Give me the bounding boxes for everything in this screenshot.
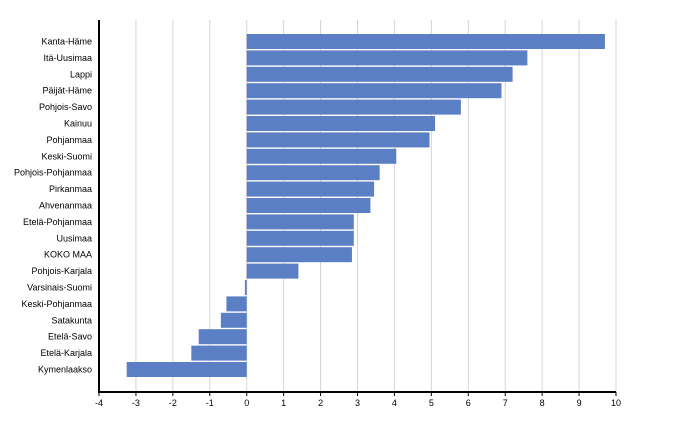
bar <box>244 280 247 295</box>
bar <box>246 198 371 213</box>
bar <box>246 83 502 99</box>
bar <box>226 296 247 312</box>
bar <box>220 312 247 328</box>
x-ticks: -4 -3 -2 -1 0 1 2 3 4 5 6 7 8 9 10 <box>95 392 621 408</box>
category-label: Kanta-Häme <box>41 37 92 47</box>
category-label: Satakunta <box>51 315 92 325</box>
x-tick-label: 7 <box>503 398 508 408</box>
bar <box>246 165 380 181</box>
bars <box>126 34 605 377</box>
x-tick-label: 2 <box>318 398 323 408</box>
bar <box>246 116 436 131</box>
x-tick-label: -2 <box>169 398 177 408</box>
bar <box>246 263 299 279</box>
x-tick-label: 4 <box>392 398 397 408</box>
bar <box>246 230 354 246</box>
category-label: Pohjois-Karjala <box>31 266 92 276</box>
bar <box>246 66 513 82</box>
category-label: Pohjois-Pohjanmaa <box>14 168 92 178</box>
category-label: Keski-Pohjanmaa <box>21 299 92 309</box>
bar <box>246 99 461 115</box>
x-tick-label: 1 <box>281 398 286 408</box>
bar <box>246 214 354 230</box>
x-tick-label: -1 <box>206 398 214 408</box>
category-label: Etelä-Savo <box>48 332 92 342</box>
bar <box>246 247 352 263</box>
category-label: Kymenlaakso <box>38 365 92 375</box>
category-label: Uusimaa <box>56 233 92 243</box>
x-tick-label: 8 <box>540 398 545 408</box>
category-label: Varsinais-Suomi <box>27 283 92 293</box>
bar <box>198 329 247 345</box>
x-tick-label: -4 <box>95 398 103 408</box>
category-label: KOKO MAA <box>44 250 92 260</box>
bar <box>191 345 247 361</box>
category-label: Ahvenanmaa <box>39 201 92 211</box>
category-label: Itä-Uusimaa <box>43 53 92 63</box>
category-label: Keski-Suomi <box>41 151 92 161</box>
x-tick-label: 10 <box>611 398 621 408</box>
category-label: Lappi <box>70 69 92 79</box>
x-tick-label: 6 <box>466 398 471 408</box>
x-tick-label: 9 <box>577 398 582 408</box>
category-label: Pirkanmaa <box>49 184 92 194</box>
category-label: Kainuu <box>64 119 92 129</box>
bar <box>246 181 375 197</box>
x-tick-label: -3 <box>132 398 140 408</box>
category-label: Päijät-Häme <box>42 86 92 96</box>
bar <box>246 50 528 66</box>
bar <box>246 148 397 164</box>
x-tick-label: 0 <box>244 398 249 408</box>
bar <box>246 132 430 148</box>
bar <box>126 362 247 377</box>
category-labels: Kanta-Häme Itä-Uusimaa Lappi Päijät-Häme Poh… <box>14 37 92 375</box>
category-label: Etelä-Pohjanmaa <box>23 217 92 227</box>
category-label: Pohjanmaa <box>46 135 92 145</box>
category-label: Etelä-Karjala <box>40 348 92 358</box>
x-tick-label: 3 <box>355 398 360 408</box>
x-tick-label: 5 <box>429 398 434 408</box>
bar <box>246 34 605 49</box>
category-label: Pohjois-Savo <box>39 102 92 112</box>
